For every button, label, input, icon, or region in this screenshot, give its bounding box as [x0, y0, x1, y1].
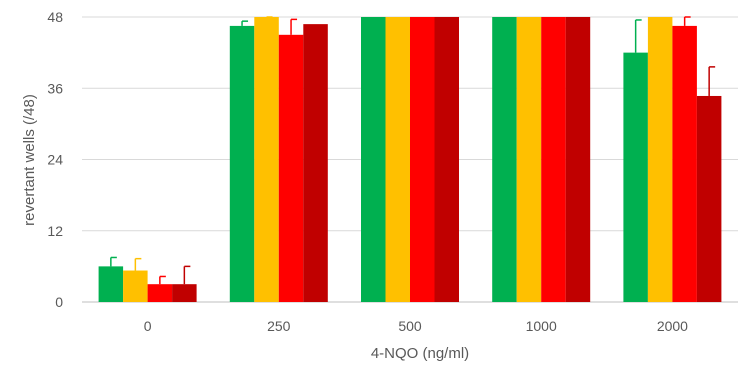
error-bars [110, 16, 716, 285]
x-tick-label: 1000 [526, 318, 557, 334]
bar [123, 270, 148, 302]
x-tick-label: 500 [398, 318, 422, 334]
y-tick-label: 48 [47, 9, 63, 25]
bar [147, 284, 173, 302]
bar [361, 17, 386, 302]
y-tick-label: 36 [47, 80, 63, 96]
y-tick-label: 0 [55, 294, 63, 310]
bar [254, 17, 279, 302]
bar [278, 34, 304, 302]
bar [98, 266, 124, 302]
x-tick-label: 250 [267, 318, 291, 334]
bars [98, 17, 722, 302]
bar [565, 17, 591, 302]
bar [623, 52, 648, 302]
bar [516, 17, 542, 302]
bar [229, 25, 255, 302]
x-tick-label: 0 [144, 318, 152, 334]
bar [696, 95, 722, 302]
bar [172, 284, 197, 302]
bar [385, 17, 410, 302]
tick-labels: 0 12 24 36 48 0 250 500 1000 2000 [47, 9, 688, 334]
y-tick-label: 24 [47, 152, 63, 168]
x-axis-title: 4-NQO (ng/ml) [371, 345, 469, 362]
y-axis-title: revertant wells (/48) [21, 94, 38, 226]
bar [434, 17, 459, 302]
bar [492, 17, 517, 302]
y-tick-label: 12 [47, 223, 63, 239]
bar [541, 17, 566, 302]
bar [410, 17, 435, 302]
bar [672, 25, 697, 302]
x-tick-label: 2000 [657, 318, 688, 334]
bar [303, 24, 328, 302]
bar [647, 17, 673, 302]
